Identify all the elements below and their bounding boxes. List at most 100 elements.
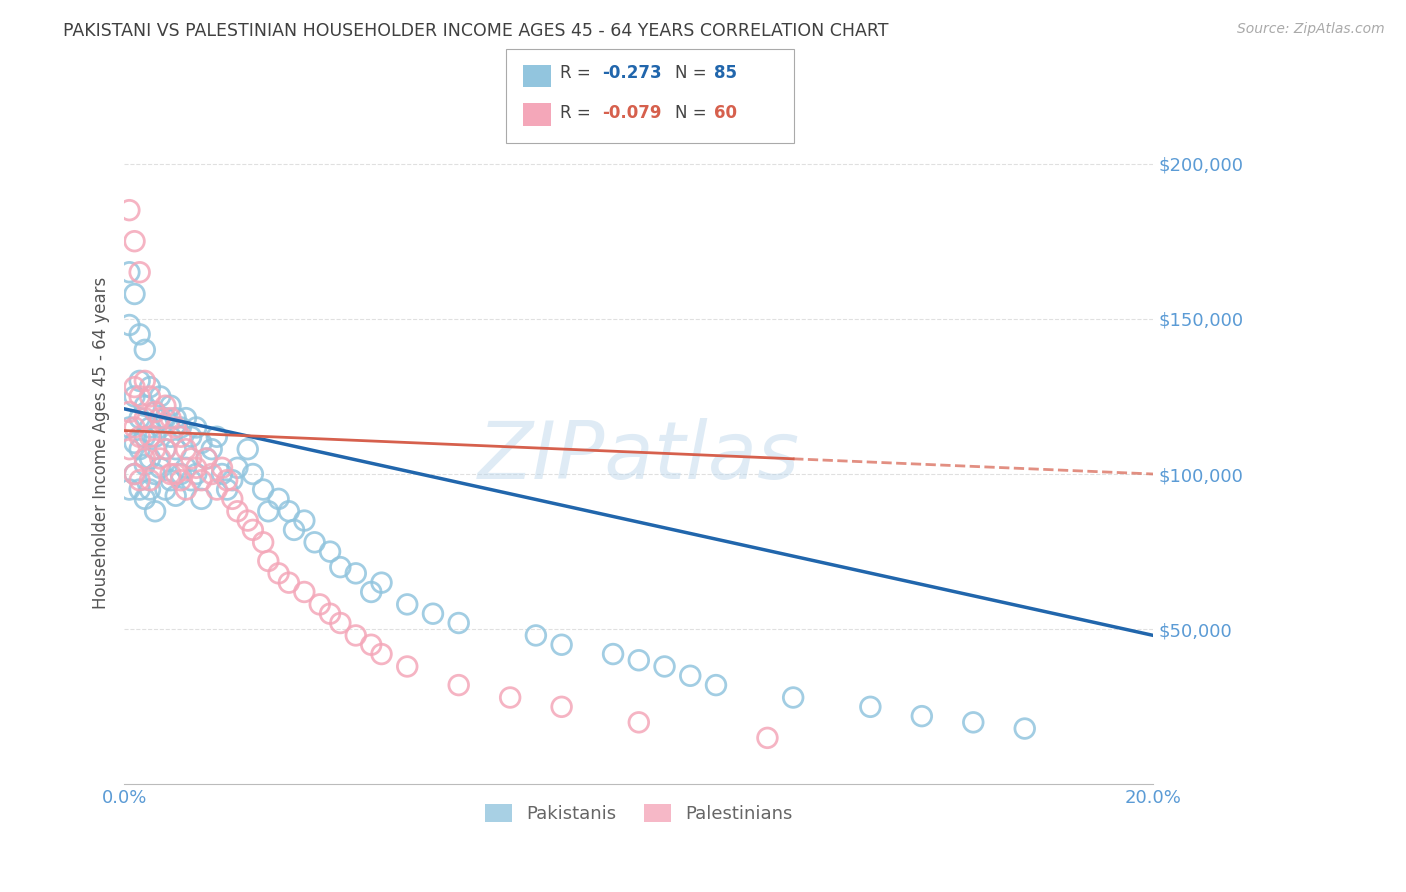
Point	[170, 430, 193, 444]
Point	[550, 699, 572, 714]
Point	[118, 203, 141, 218]
Point	[159, 473, 181, 487]
Point	[118, 405, 141, 419]
Point	[221, 491, 243, 506]
Point	[180, 473, 202, 487]
Point	[396, 598, 419, 612]
Point	[128, 327, 150, 342]
Point	[308, 598, 330, 612]
Point	[149, 420, 172, 434]
Point	[217, 473, 239, 487]
Point	[155, 442, 177, 457]
Point	[155, 442, 177, 457]
Point	[128, 442, 150, 457]
Point	[190, 473, 212, 487]
Point	[134, 430, 156, 444]
Text: N =: N =	[675, 104, 711, 122]
Point	[165, 411, 187, 425]
Point	[124, 287, 146, 301]
Point	[128, 483, 150, 497]
Point	[165, 420, 187, 434]
Point	[139, 389, 162, 403]
Point	[329, 615, 352, 630]
Text: R =: R =	[560, 64, 596, 82]
Point	[319, 544, 342, 558]
Point	[118, 318, 141, 332]
Point	[267, 566, 290, 581]
Point	[139, 451, 162, 466]
Point	[149, 389, 172, 403]
Point	[257, 504, 280, 518]
Point	[524, 628, 547, 642]
Point	[139, 473, 162, 487]
Point	[257, 554, 280, 568]
Point	[159, 467, 181, 481]
Point	[124, 467, 146, 481]
Point	[211, 460, 233, 475]
Point	[165, 442, 187, 457]
Point	[242, 523, 264, 537]
Point	[134, 491, 156, 506]
Y-axis label: Householder Income Ages 45 - 64 years: Householder Income Ages 45 - 64 years	[93, 277, 110, 609]
Text: 85: 85	[714, 64, 737, 82]
Point	[190, 436, 212, 450]
Point	[319, 607, 342, 621]
Point	[124, 420, 146, 434]
Point	[174, 411, 197, 425]
Point	[447, 615, 470, 630]
Point	[149, 411, 172, 425]
Point	[360, 638, 382, 652]
Point	[201, 442, 224, 457]
Point	[180, 430, 202, 444]
Point	[124, 467, 146, 481]
Point	[128, 473, 150, 487]
Point	[205, 483, 228, 497]
Point	[360, 585, 382, 599]
Point	[174, 483, 197, 497]
Point	[170, 420, 193, 434]
Point	[242, 467, 264, 481]
Point	[186, 467, 208, 481]
Point	[211, 467, 233, 481]
Point	[859, 699, 882, 714]
Point	[155, 411, 177, 425]
Point	[422, 607, 444, 621]
Point	[499, 690, 522, 705]
Point	[174, 460, 197, 475]
Point	[962, 715, 984, 730]
Point	[654, 659, 676, 673]
Point	[304, 535, 326, 549]
Point	[602, 647, 624, 661]
Point	[756, 731, 779, 745]
Point	[124, 436, 146, 450]
Point	[911, 709, 934, 723]
Point	[128, 374, 150, 388]
Point	[149, 451, 172, 466]
Point	[186, 460, 208, 475]
Point	[159, 411, 181, 425]
Point	[627, 715, 650, 730]
Point	[159, 399, 181, 413]
Point	[236, 514, 259, 528]
Point	[236, 442, 259, 457]
Point	[447, 678, 470, 692]
Point	[292, 514, 315, 528]
Point	[118, 483, 141, 497]
Point	[782, 690, 804, 705]
Point	[149, 460, 172, 475]
Point	[344, 628, 367, 642]
Point	[1014, 722, 1036, 736]
Point	[195, 451, 218, 466]
Point	[134, 451, 156, 466]
Point	[134, 343, 156, 357]
Point	[143, 504, 166, 518]
Point	[396, 659, 419, 673]
Point	[165, 489, 187, 503]
Text: N =: N =	[675, 64, 711, 82]
Point	[139, 420, 162, 434]
Point	[165, 467, 187, 481]
Text: -0.273: -0.273	[602, 64, 661, 82]
Point	[201, 467, 224, 481]
Text: ZIPatlas: ZIPatlas	[478, 417, 800, 496]
Point	[226, 504, 249, 518]
